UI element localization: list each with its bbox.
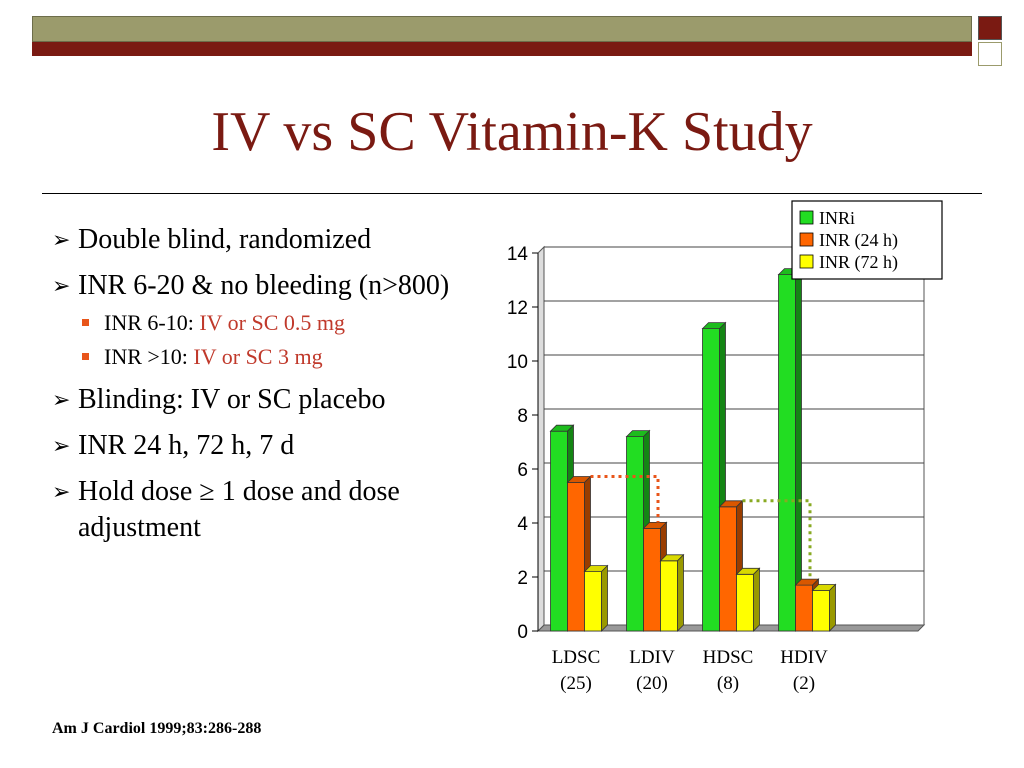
x-tick-label: LDSC [552,647,601,668]
x-tick-label: LDIV [629,647,675,668]
arrow-bullet-icon: ➢ [52,387,71,412]
x-tick-label: HDSC [703,647,754,668]
sub-bullet-label: INR >10: [104,344,194,369]
plot-side-wall [537,245,545,633]
citation: Am J Cardiol 1999;83:286-288 [52,720,262,737]
sub-bullet-value: IV or SC 0.5 mg [199,310,345,335]
x-tick-count-label: (25) [560,673,592,694]
sub-bullet-value: IV or SC 3 mg [193,344,323,369]
x-tick-count-label: (8) [717,673,739,694]
bar [719,506,737,632]
bullet-item: ➢ Double blind, randomized [52,222,472,258]
y-tick-label: 12 [507,298,528,319]
bullet-item: ➢ INR 24 h, 72 h, 7 d [52,428,472,464]
sub-bullet-item: INR >10: IV or SC 3 mg [78,342,472,372]
y-tick-label: 2 [517,568,528,589]
bar [660,560,678,632]
bullet-item: ➢ Hold dose ≥ 1 dose and dose adjustment [52,474,472,546]
decor-band-olive [32,16,972,42]
legend-label: INR (24 h) [819,230,898,251]
annotation-bracket [590,475,660,523]
title-divider [42,193,982,194]
x-tick-count-label: (20) [636,673,668,694]
legend-box [791,200,943,280]
bullet-list: ➢ Double blind, randomized ➢ INR 6-20 & no… [52,222,472,556]
arrow-bullet-icon: ➢ [52,433,71,458]
arrow-bullet-icon: ➢ [52,479,71,504]
bar [567,482,585,632]
legend-label: INR (72 h) [819,252,898,273]
y-tick-label: 4 [517,514,528,535]
bullet-text: Double blind, randomized [78,224,372,255]
bar [702,328,720,632]
bullet-text: INR 24 h, 72 h, 7 d [78,430,295,461]
bar-side [601,564,608,632]
bar-side [829,583,836,632]
bullet-text: INR 6-20 & no bleeding (n>800) [78,270,450,301]
arrow-bullet-icon: ➢ [52,227,71,252]
bar-side [677,553,684,632]
decor-square-outline [978,42,1002,66]
y-tick-label: 6 [517,460,528,481]
arrow-bullet-icon: ➢ [52,273,71,298]
decor-band-maroon [32,42,972,56]
y-tick-label: 10 [507,352,528,373]
y-tick-label: 8 [517,406,528,427]
bar [778,274,796,632]
bar [795,584,813,632]
bar [643,527,661,632]
bar [626,436,644,632]
bar [812,590,830,632]
square-bullet-icon [82,353,89,360]
y-tick-label: 14 [507,244,529,265]
sub-bullet-label: INR 6-10: [104,310,200,335]
y-tick-label: 0 [517,622,528,643]
bar-chart: 0 2 4 6 8 10 12 14 LDSC (25) LDIV (20) HDSC (8) HDIV (2… [507,200,943,694]
bullet-item: ➢ Blinding: IV or SC placebo [52,382,472,418]
x-tick-label: HDIV [780,647,828,668]
bar [584,571,602,632]
legend-swatch [799,210,814,225]
slide-title: IV vs SC Vitamin-K Study [211,101,813,163]
bullet-text: Blinding: IV or SC placebo [78,384,386,415]
bar [736,573,754,632]
legend-swatch [799,232,814,247]
annotation-bracket [742,499,812,580]
square-bullet-icon [82,319,89,326]
legend-label: INRi [819,208,855,228]
bullet-item: ➢ INR 6-20 & no bleeding (n>800) INR 6-10… [52,268,472,372]
bar-side [795,267,802,632]
bullet-text: Hold dose ≥ 1 dose and dose adjustment [78,476,400,543]
legend-swatch [799,254,814,269]
sub-bullet-list: INR 6-10: IV or SC 0.5 mg INR >10: IV or… [78,308,472,372]
sub-bullet-item: INR 6-10: IV or SC 0.5 mg [78,308,472,338]
bar-side [753,567,760,632]
title-decoration-bar [32,16,972,56]
bar [550,430,568,632]
x-tick-count-label: (2) [793,673,815,694]
decor-square-filled [978,16,1002,40]
